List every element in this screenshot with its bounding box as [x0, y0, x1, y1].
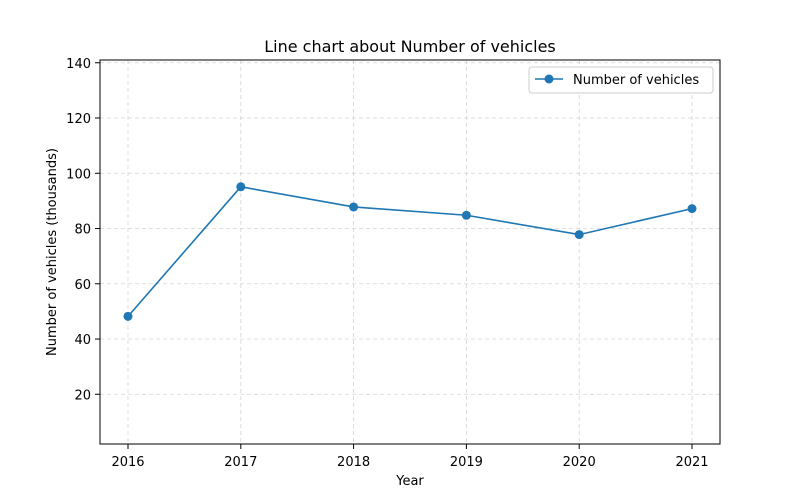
x-tick-label: 2017 [224, 455, 257, 470]
y-tick-label: 80 [74, 223, 91, 238]
data-point [687, 204, 697, 214]
data-point [349, 202, 359, 212]
y-tick-label: 20 [74, 388, 91, 403]
x-axis: 2016 2017 2018 2019 2020 2021 [111, 444, 709, 470]
y-axis: 20 40 60 80 100 120 140 [66, 57, 100, 403]
x-tick-label: 2019 [450, 455, 483, 470]
x-tick-label: 2021 [675, 455, 708, 470]
legend-box [528, 66, 714, 94]
plot-frame [99, 59, 721, 445]
data-point [123, 311, 133, 321]
chart-title: Line chart about Number of vehicles [264, 37, 556, 56]
x-tick-label: 2020 [563, 455, 596, 470]
data-point [574, 230, 584, 240]
x-axis-label: Year [395, 474, 424, 489]
data-point [236, 182, 246, 192]
x-tick-label: 2018 [337, 455, 370, 470]
y-tick-label: 120 [66, 112, 91, 127]
y-tick-label: 100 [66, 167, 91, 182]
series-line [127, 185, 693, 317]
y-tick-label: 40 [74, 333, 91, 348]
legend: Number of vehicles [528, 66, 714, 94]
y-tick-label: 60 [74, 278, 91, 293]
legend-label: Number of vehicles [573, 73, 699, 88]
legend-marker [544, 74, 554, 84]
data-point [461, 210, 471, 220]
grid-lines [100, 60, 720, 444]
y-tick-label: 140 [66, 57, 91, 72]
series-layer [123, 182, 697, 321]
y-axis-label: Number of vehicles (thousands) [45, 148, 60, 356]
x-tick-label: 2016 [111, 455, 144, 470]
